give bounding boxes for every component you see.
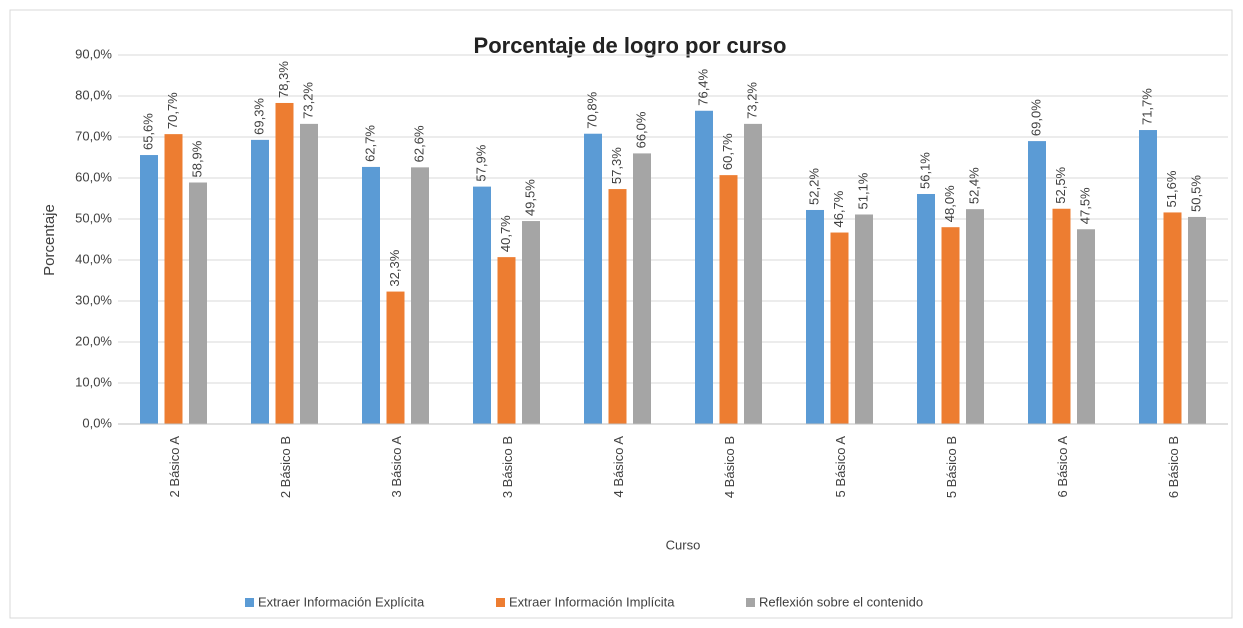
- y-tick-label: 30,0%: [75, 292, 112, 307]
- value-label: 71,7%: [1139, 88, 1154, 125]
- bar: [275, 102, 294, 424]
- value-label: 57,9%: [473, 144, 488, 181]
- bar: [411, 167, 429, 424]
- bar: [744, 123, 762, 424]
- bar: [608, 189, 627, 424]
- value-label: 56,1%: [917, 152, 932, 189]
- legend-label: Reflexión sobre el contenido: [759, 594, 923, 609]
- bar: [251, 139, 269, 424]
- bar: [362, 166, 380, 424]
- value-label: 73,2%: [300, 82, 315, 119]
- bar: [522, 221, 540, 424]
- y-tick-label: 70,0%: [75, 128, 112, 143]
- value-label: 52,2%: [806, 168, 821, 205]
- y-tick-label: 90,0%: [75, 46, 112, 61]
- y-axis-label: Porcentaje: [41, 204, 58, 276]
- chart-title: Porcentaje de logro por curso: [474, 33, 787, 58]
- bar: [941, 227, 960, 424]
- legend-label: Extraer Información Explícita: [258, 594, 425, 609]
- bar: [1139, 130, 1157, 424]
- bar: [1163, 212, 1182, 424]
- x-tick-label: 5 Básico A: [833, 436, 848, 498]
- x-tick-label: 6 Básico B: [1166, 436, 1181, 498]
- x-tick-label: 2 Básico A: [167, 436, 182, 498]
- x-tick-label: 4 Básico A: [611, 436, 626, 498]
- legend-marker: [245, 598, 254, 607]
- bar: [386, 291, 405, 424]
- value-label: 48,0%: [942, 185, 957, 222]
- bar: [719, 175, 738, 424]
- value-label: 51,1%: [855, 172, 870, 209]
- x-tick-label: 6 Básico A: [1055, 436, 1070, 498]
- bar: [140, 155, 158, 425]
- value-label: 65,6%: [140, 113, 155, 150]
- value-label: 70,8%: [584, 91, 599, 128]
- value-label: 60,7%: [720, 133, 735, 170]
- value-label: 51,6%: [1164, 170, 1179, 207]
- legend-marker: [746, 598, 755, 607]
- value-label: 70,7%: [165, 92, 180, 129]
- y-tick-label: 20,0%: [75, 333, 112, 348]
- bar: [806, 209, 824, 424]
- x-tick-label: 5 Básico B: [944, 436, 959, 498]
- value-label: 52,5%: [1053, 166, 1068, 203]
- value-label: 69,3%: [251, 98, 266, 135]
- value-label: 32,3%: [387, 249, 402, 286]
- value-label: 50,5%: [1188, 175, 1203, 212]
- legend-marker: [496, 598, 505, 607]
- value-label: 47,5%: [1077, 187, 1092, 224]
- bar: [855, 214, 873, 424]
- bar: [1028, 141, 1046, 424]
- y-tick-label: 80,0%: [75, 87, 112, 102]
- bar: [189, 182, 207, 424]
- bar: [1077, 229, 1095, 424]
- bar: [164, 134, 183, 424]
- bar: [966, 209, 984, 424]
- value-label: 73,2%: [744, 82, 759, 119]
- y-tick-label: 60,0%: [75, 169, 112, 184]
- value-label: 62,6%: [411, 125, 426, 162]
- value-label: 58,9%: [189, 140, 204, 177]
- value-label: 62,7%: [362, 125, 377, 162]
- bar: [917, 193, 935, 424]
- value-label: 46,7%: [831, 190, 846, 227]
- x-tick-label: 2 Básico B: [278, 436, 293, 498]
- bar: [633, 153, 651, 424]
- x-tick-label: 3 Básico B: [500, 436, 515, 498]
- bar: [1188, 216, 1206, 424]
- y-tick-label: 40,0%: [75, 251, 112, 266]
- value-label: 49,5%: [522, 179, 537, 216]
- value-label: 66,0%: [633, 111, 648, 148]
- value-label: 69,0%: [1028, 99, 1043, 136]
- bar: [497, 257, 516, 424]
- bar: [584, 133, 602, 424]
- y-tick-label: 50,0%: [75, 210, 112, 225]
- y-tick-label: 10,0%: [75, 374, 112, 389]
- y-tick-label: 0,0%: [82, 415, 112, 430]
- bar: [830, 232, 849, 424]
- bar: [300, 123, 318, 424]
- legend-label: Extraer Información Implícita: [509, 594, 675, 609]
- value-label: 40,7%: [498, 215, 513, 252]
- value-label: 52,4%: [966, 167, 981, 204]
- x-tick-label: 4 Básico B: [722, 436, 737, 498]
- value-label: 76,4%: [695, 68, 710, 105]
- bar: [695, 110, 713, 424]
- bar: [1052, 208, 1071, 424]
- bar: [473, 186, 491, 424]
- x-tick-label: 3 Básico A: [389, 436, 404, 498]
- value-label: 78,3%: [276, 61, 291, 98]
- value-label: 57,3%: [609, 147, 624, 184]
- x-axis-label: Curso: [666, 537, 701, 552]
